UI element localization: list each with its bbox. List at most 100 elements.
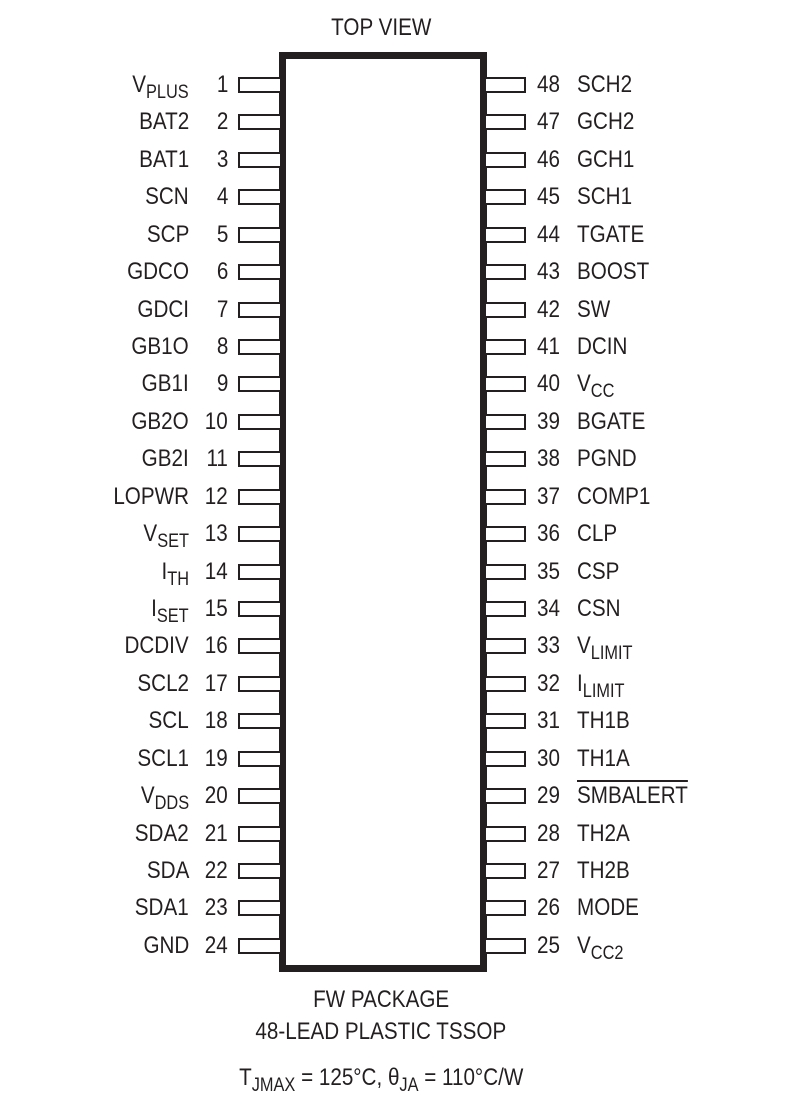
pin-10-lead — [238, 413, 282, 430]
pin-14-lead — [238, 563, 282, 580]
pin-3-lead — [238, 151, 282, 168]
pin-name: SCN — [145, 183, 189, 211]
pin-name-subscript: TH — [167, 568, 189, 590]
pin-12-lead — [238, 488, 282, 505]
pin-32-lead — [484, 675, 526, 692]
pin-1-lead — [238, 77, 282, 93]
pin-24-number: 24 — [205, 931, 228, 959]
pin-48-number: 48 — [537, 71, 560, 98]
pin-19-lead — [238, 750, 282, 767]
pin-48-lead — [484, 77, 526, 93]
pin-44-lead — [484, 226, 526, 243]
pin-24-lead — [238, 937, 282, 954]
pin-34-lead — [484, 601, 526, 618]
pin-39-lead — [484, 413, 526, 430]
pin-20-lead — [238, 788, 282, 805]
pin-21-label: SDA2 — [135, 819, 189, 847]
pin-name: V — [577, 632, 591, 660]
theta-sub: JA — [399, 1075, 419, 1096]
pin-28-number: 28 — [537, 819, 560, 847]
pin-30-number: 30 — [537, 744, 560, 772]
pin-name: SDA — [146, 857, 189, 885]
pin-8-lead — [238, 339, 282, 355]
pin-18-number: 18 — [205, 707, 228, 735]
pin-45-label: SCH1 — [577, 185, 632, 209]
package-name: FW PACKAGE — [0, 988, 762, 1012]
pin-23-lead — [238, 900, 282, 917]
pin-name: SCL — [148, 707, 189, 735]
pin-29-lead — [484, 788, 526, 805]
pin-7-label: GDCI — [137, 295, 189, 323]
package-name-text: FW PACKAGE — [312, 986, 450, 1013]
pin-name-subscript: CC — [590, 381, 615, 403]
pin-40-number: 40 — [537, 370, 560, 398]
pin-17-lead — [238, 675, 282, 692]
pin-38-number: 38 — [537, 445, 560, 473]
pin-6-lead — [238, 264, 282, 281]
pin-46-lead — [484, 151, 526, 168]
pin-41-number: 41 — [537, 333, 560, 360]
pin-name: GB2I — [141, 445, 189, 473]
pin-name: MODE — [577, 894, 639, 922]
pin-name: SCH2 — [577, 71, 633, 98]
pin-26-label: MODE — [577, 896, 639, 920]
pin-44-label: TGATE — [577, 220, 645, 248]
pin-12-label: LOPWR — [113, 484, 189, 509]
pin-13-lead — [238, 526, 282, 543]
pin-39-number: 39 — [537, 407, 560, 435]
view-title-text: TOP VIEW — [330, 14, 432, 41]
pin-19-number: 19 — [205, 744, 228, 772]
pin-name: SCL1 — [137, 744, 189, 772]
pin-43-lead — [484, 264, 526, 281]
pin-12-number: 12 — [205, 482, 228, 510]
pin-6-number: 6 — [216, 258, 228, 286]
pin-15-label: ISET — [151, 597, 189, 627]
pin-15-number: 15 — [205, 595, 228, 623]
pin-47-number: 47 — [537, 108, 560, 136]
pin-37-label: COMP1 — [577, 482, 651, 510]
pin-name: COMP1 — [577, 482, 651, 510]
pin-name: GDCI — [137, 295, 189, 323]
pin-10-number: 10 — [205, 407, 228, 435]
pin-name: V — [132, 71, 147, 98]
pin-38-label: PGND — [577, 447, 637, 471]
pin-name: CSP — [577, 557, 620, 585]
pin-4-label: SCN — [145, 185, 189, 209]
pin-11-number: 11 — [206, 445, 228, 473]
pin-5-label: SCP — [147, 222, 189, 247]
tj-value: = 125°C, — [295, 1064, 388, 1091]
pin-27-label: TH2B — [577, 859, 630, 883]
pin-16-label: DCDIV — [125, 634, 189, 658]
pin-30-lead — [484, 750, 526, 767]
pin-name-subscript: PLUS — [146, 82, 189, 103]
pin-name-subscript: SET — [157, 531, 189, 553]
pin-34-label: CSN — [577, 597, 621, 621]
pin-13-label: VSET — [143, 520, 189, 552]
pin-31-number: 31 — [537, 707, 560, 735]
pin-13-number: 13 — [205, 520, 228, 548]
pin-26-lead — [484, 900, 526, 917]
pin-41-lead — [484, 339, 526, 355]
pin-18-lead — [238, 713, 282, 730]
pin-47-label: GCH2 — [577, 110, 634, 134]
pin-23-label: SDA1 — [135, 896, 189, 920]
pin-47-lead — [484, 114, 526, 131]
pin-44-number: 44 — [537, 220, 560, 248]
pin-27-lead — [484, 863, 526, 880]
pin-42-label: SW — [577, 297, 610, 322]
pin-6-label: GDCO — [127, 260, 189, 284]
package-type-text: 48-LEAD PLASTIC TSSOP — [255, 1018, 507, 1045]
pin-name: TGATE — [577, 220, 645, 248]
pin-8-number: 8 — [216, 333, 228, 360]
pin-name: SMBALERT — [577, 782, 688, 810]
pin-40-label: VCC — [577, 372, 614, 402]
pin-name: SDA2 — [135, 819, 189, 847]
pin-4-number: 4 — [216, 183, 228, 211]
pin-29-label: SMBALERT — [577, 784, 688, 808]
pin-name: GDCO — [127, 258, 189, 286]
pin-17-number: 17 — [205, 669, 228, 697]
pin-name: V — [143, 520, 158, 548]
pin-name: V — [140, 782, 155, 810]
pin-3-label: BAT1 — [139, 147, 189, 172]
pin-5-number: 5 — [216, 220, 228, 248]
